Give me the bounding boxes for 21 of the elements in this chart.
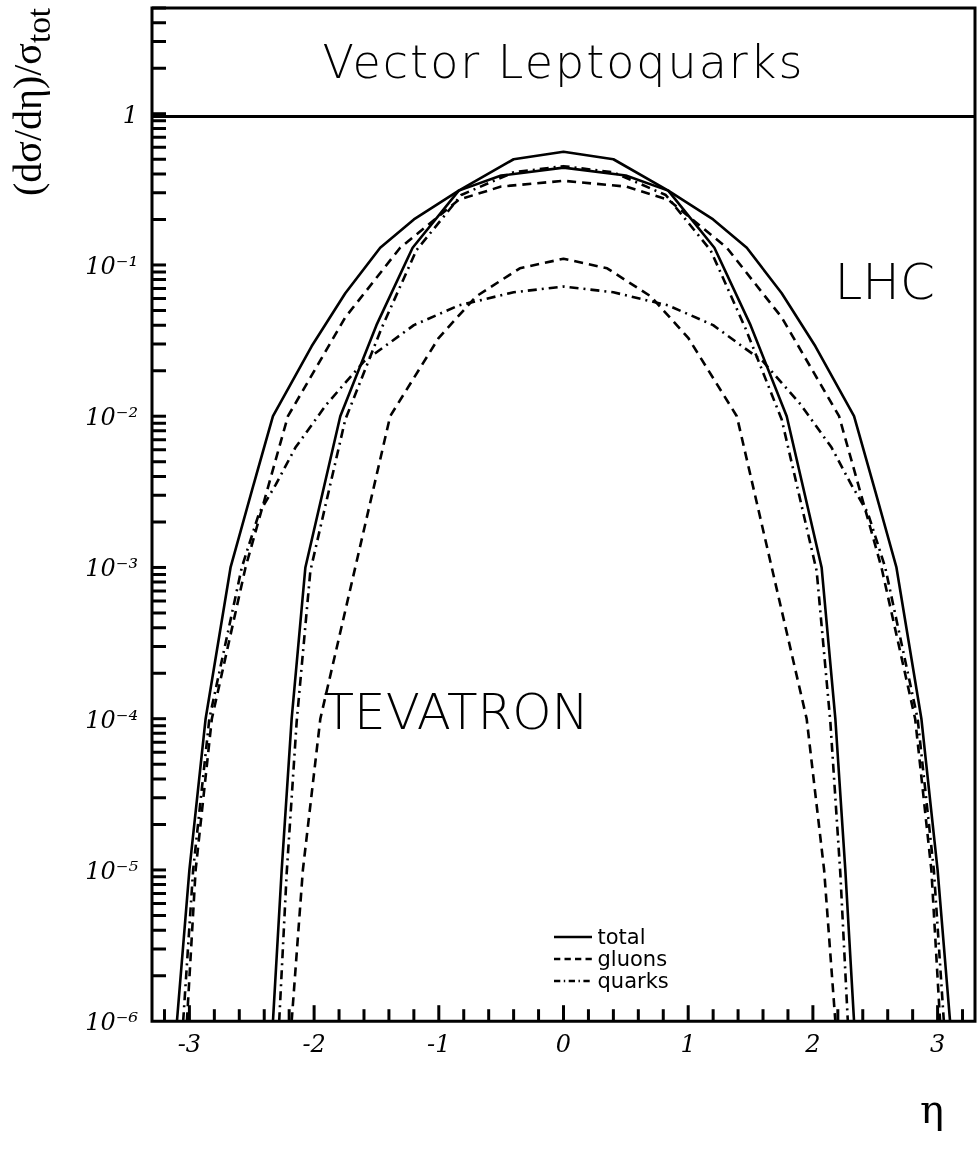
y-tick-label: 10⁻¹ — [85, 251, 138, 280]
y-tick-label: 10⁻⁶ — [85, 1008, 139, 1037]
x-tick-label: 2 — [804, 1029, 821, 1058]
x-tick-label: 3 — [929, 1029, 946, 1058]
y-tick-label: 1 — [122, 100, 138, 129]
legend-label: gluons — [597, 947, 668, 972]
y-tick-label: 10⁻³ — [85, 554, 138, 583]
x-tick-label: -2 — [302, 1029, 326, 1058]
y-tick-label: 10⁻² — [85, 403, 138, 432]
title-frame: Vector Leptoquarks — [152, 8, 975, 118]
annotation: TEVATRON — [323, 683, 590, 742]
x-axis-title: η — [920, 1086, 944, 1133]
x-tick-label: 1 — [680, 1029, 696, 1058]
x-tick-label: -3 — [177, 1029, 202, 1058]
legend-label: quarks — [597, 969, 669, 994]
y-tick-label: 10⁻⁴ — [85, 705, 138, 734]
y-tick-label: 10⁻⁵ — [85, 856, 139, 885]
x-tick-label: 0 — [555, 1029, 572, 1058]
x-tick-label: -1 — [427, 1029, 451, 1058]
legend-label: total — [597, 925, 646, 950]
annotation: LHC — [834, 252, 935, 311]
